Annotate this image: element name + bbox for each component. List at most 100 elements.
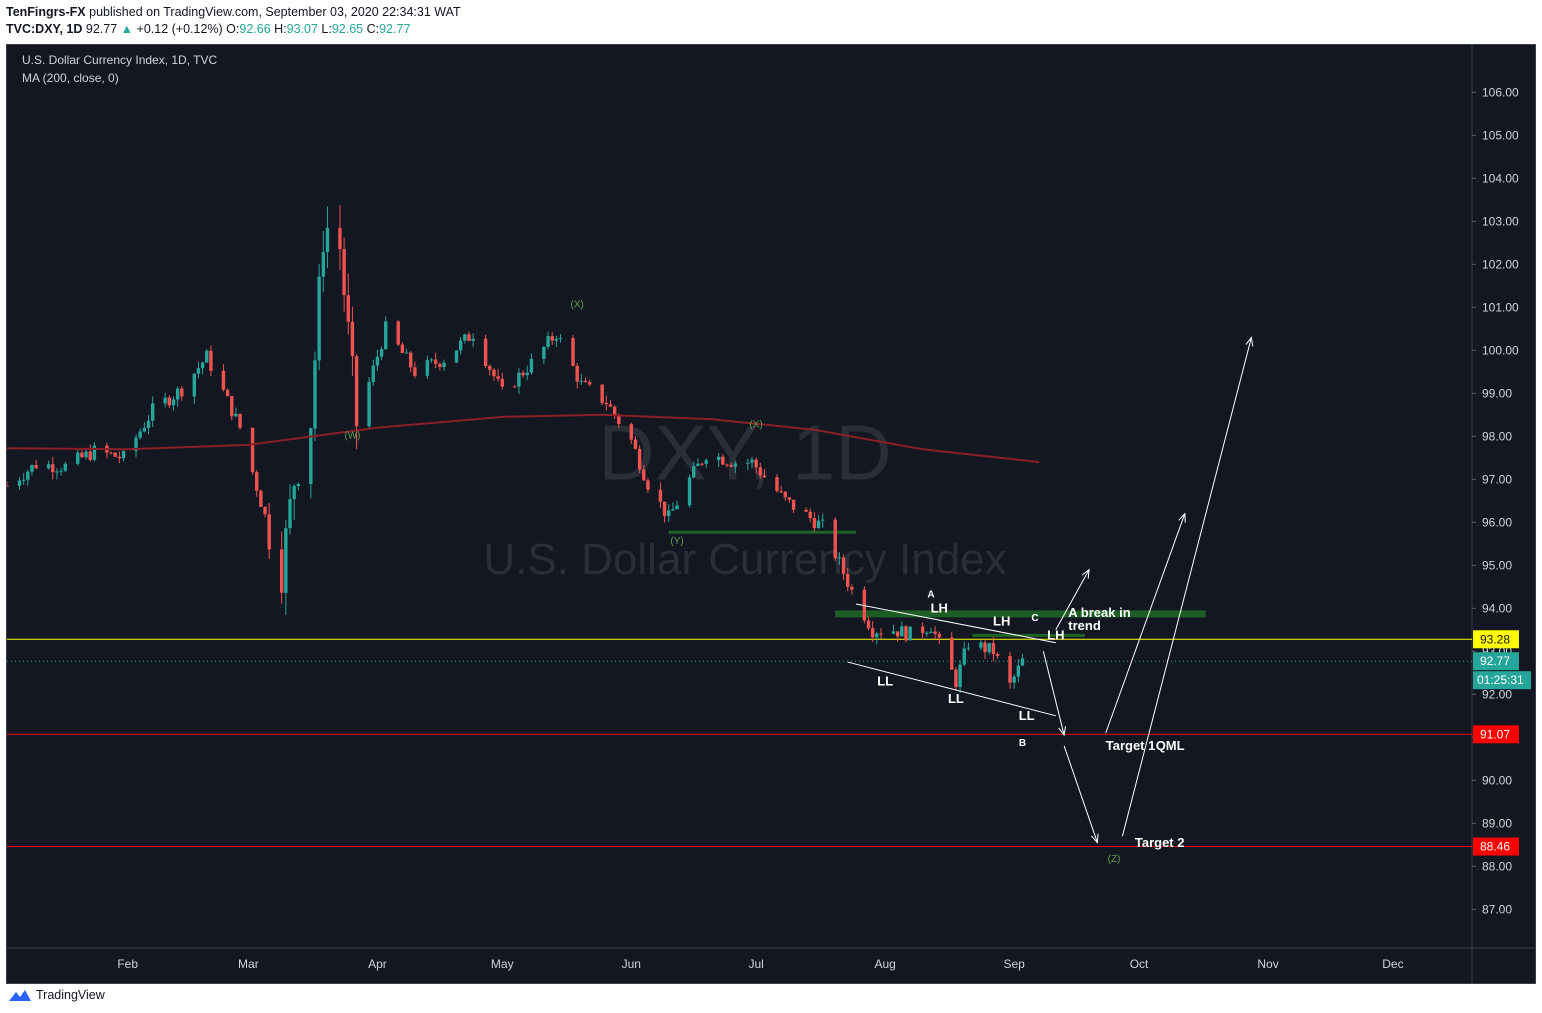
candle-down: [209, 350, 213, 371]
wave-label: (Z): [1108, 854, 1121, 865]
candle-down: [642, 469, 646, 481]
candle-down: [937, 633, 941, 638]
candle-down: [221, 370, 226, 390]
footer-brand: TradingView: [36, 988, 105, 1002]
published-text: published on TradingView.com, September …: [89, 5, 461, 19]
candle-down: [662, 501, 667, 517]
candle-down: [396, 321, 400, 345]
candle-up: [196, 368, 201, 374]
arrow-head-icon: [1178, 512, 1186, 523]
structure-label: LL: [877, 674, 893, 689]
candle-down: [109, 452, 113, 454]
candle-up: [875, 633, 879, 638]
candle-up: [296, 483, 301, 486]
time-tick-label: Feb: [117, 957, 138, 971]
projection-arrow: [1105, 513, 1186, 734]
watermark-name: U.S. Dollar Currency Index: [483, 535, 1006, 584]
price-tick-label: 106.00: [1482, 85, 1519, 99]
candle-up: [908, 626, 912, 641]
candle-up: [384, 321, 388, 350]
candle-up: [463, 334, 467, 341]
time-tick-label: May: [491, 957, 514, 971]
candle-up: [546, 336, 550, 347]
candle-up: [55, 471, 59, 473]
candle-up: [958, 664, 962, 687]
annotation-text: Target 1: [1106, 738, 1156, 753]
watermark-symbol: DXY, 1D: [598, 408, 891, 496]
price-chart[interactable]: DXY, 1D U.S. Dollar Currency Index 87.00 88…: [7, 45, 1535, 983]
channel-line: [847, 661, 1056, 717]
candle-down: [34, 464, 38, 469]
candle-down: [933, 631, 937, 634]
candle-up: [558, 338, 563, 340]
price-tick-label: 100.00: [1482, 343, 1519, 357]
channel-line: [855, 603, 1056, 644]
projection-arrow: [1055, 569, 1090, 631]
candle-up: [288, 499, 292, 529]
candle-up: [284, 528, 288, 593]
candle-down: [633, 439, 638, 449]
candle-up: [379, 349, 384, 357]
structure-label: A: [927, 590, 934, 601]
projection-arrow: [1063, 745, 1098, 843]
arrow-head-icon: [1081, 568, 1090, 579]
structure-label: LH: [1047, 627, 1064, 642]
candle-up: [321, 252, 326, 277]
candle-down: [575, 365, 579, 382]
candle-down: [225, 389, 230, 397]
legend-indicator[interactable]: MA (200, close, 0): [22, 71, 119, 85]
candle-up: [134, 437, 138, 451]
candle-up: [138, 431, 142, 438]
structure-label: LH: [993, 614, 1010, 629]
candle-up: [429, 359, 434, 361]
chart-area[interactable]: DXY, 1D U.S. Dollar Currency Index 87.00 88…: [6, 44, 1536, 984]
candle-down: [513, 386, 517, 388]
candle-up: [404, 352, 409, 354]
candle-up: [325, 227, 330, 253]
candle-down: [521, 372, 525, 376]
up-triangle-icon: ▲: [120, 22, 134, 36]
candle-down: [870, 628, 875, 638]
candle-down: [779, 491, 783, 493]
candle-down: [991, 643, 996, 655]
candle-up: [687, 477, 692, 506]
candle-up: [716, 456, 721, 461]
candle-up: [150, 403, 155, 421]
candle-up: [375, 356, 380, 366]
arrow-head-icon: [1091, 833, 1099, 844]
time-tick-label: Oct: [1130, 957, 1149, 971]
candle-up: [146, 420, 151, 428]
candle-up: [746, 462, 750, 464]
countdown-box: [1473, 671, 1531, 690]
low-label: L:: [321, 22, 332, 36]
candle-up: [671, 509, 675, 511]
candle-down: [354, 356, 359, 427]
candle-down: [950, 637, 954, 670]
candle-up: [367, 382, 371, 427]
candle-down: [571, 338, 575, 366]
candle-down: [113, 452, 117, 457]
candle-down: [637, 448, 642, 470]
candle-down: [346, 295, 350, 322]
candle-down: [791, 499, 796, 510]
support-zone: [668, 530, 857, 534]
candle-up: [966, 647, 971, 649]
candle-down: [400, 344, 405, 353]
price-tick-label: 102.00: [1482, 257, 1519, 271]
candle-down: [483, 338, 488, 366]
price-tick-label: 104.00: [1482, 171, 1519, 185]
author-name[interactable]: TenFingrs-FX: [6, 5, 86, 19]
candle-down: [250, 427, 255, 473]
candle-up: [200, 362, 205, 369]
candle-down: [263, 506, 267, 515]
candle-down: [721, 456, 725, 465]
candle-up: [313, 360, 317, 429]
low-value: 92.65: [331, 22, 364, 36]
price-tick-label: 101.00: [1482, 300, 1519, 314]
legend-title[interactable]: U.S. Dollar Currency Index, 1D, TVC: [22, 53, 218, 67]
candle-up: [1020, 658, 1025, 666]
wave-label: (W): [344, 430, 360, 441]
candle-down: [488, 365, 492, 370]
candle-up: [554, 338, 559, 341]
footer: TradingView: [8, 985, 105, 1005]
